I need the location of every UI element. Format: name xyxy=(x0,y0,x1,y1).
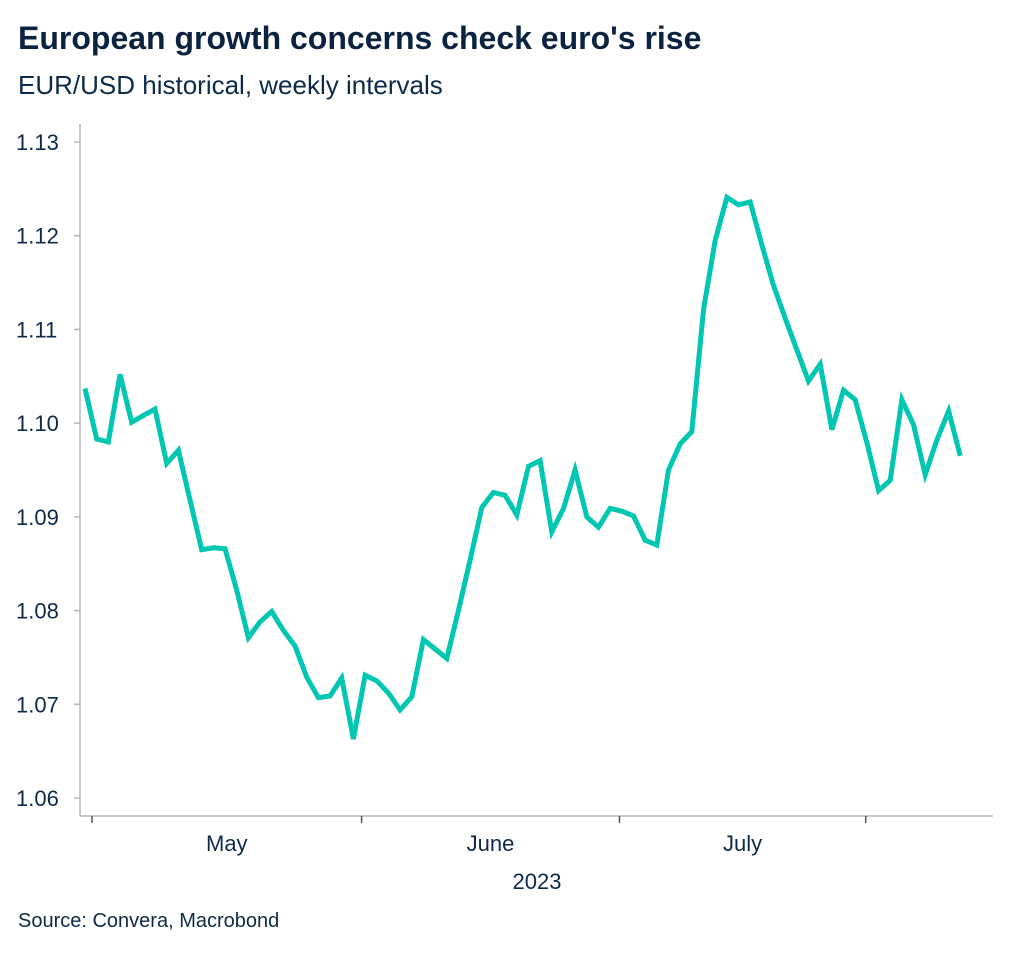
y-tick-label: 1.10 xyxy=(16,411,59,436)
x-tick-label: June xyxy=(467,831,515,856)
chart-title: European growth concerns check euro's ri… xyxy=(18,20,702,56)
y-tick-label: 1.07 xyxy=(16,692,59,717)
eurusd-series-line xyxy=(82,193,963,740)
y-tick-label: 1.06 xyxy=(16,786,59,811)
y-tick-label: 1.11 xyxy=(16,317,57,342)
y-tick-label: 1.09 xyxy=(16,505,59,530)
y-tick-label: 1.12 xyxy=(16,224,59,249)
x-tick-label: July xyxy=(723,831,762,856)
x-axis-year-label: 2023 xyxy=(513,869,562,894)
y-tick-label: 1.08 xyxy=(16,599,59,624)
chart-subtitle: EUR/USD historical, weekly intervals xyxy=(18,70,443,100)
source-note: Source: Convera, Macrobond xyxy=(18,910,280,932)
x-tick-label: May xyxy=(206,831,248,856)
y-tick-label: 1.13 xyxy=(16,130,59,155)
